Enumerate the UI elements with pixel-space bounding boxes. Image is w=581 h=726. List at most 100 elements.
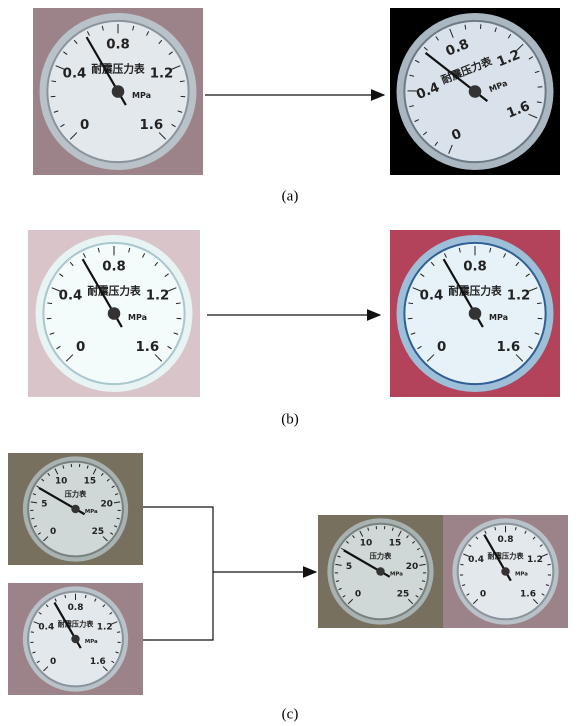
dial-tick (32, 493, 37, 496)
dial-tick (475, 536, 479, 540)
dial-tick (407, 598, 414, 605)
dial-number: 5 (41, 500, 47, 510)
dial-tick (32, 651, 36, 654)
dial-tick (534, 332, 540, 335)
dial-tick (412, 540, 416, 544)
dial-tick (449, 28, 454, 38)
dial-tick (30, 501, 38, 504)
dial-tick (534, 70, 540, 74)
dial-tick (63, 51, 68, 55)
dial-tick (528, 56, 534, 60)
needle-hub (71, 634, 80, 644)
dial-number: 0.8 (106, 37, 130, 52)
dial-tick (158, 39, 163, 45)
dial-number: 5 (346, 562, 352, 572)
dial-tick (102, 604, 106, 608)
dial-tick (367, 527, 370, 531)
gauge-photo: 0 5 10 15 20 25 压力表 MPa (8, 453, 143, 565)
dial-tick (69, 261, 74, 267)
dial-tick (409, 105, 414, 108)
dial-tick (412, 287, 422, 292)
dial-tick (54, 598, 57, 602)
dial-tick (545, 584, 550, 587)
dial-number: 0.8 (498, 535, 514, 545)
dial-tick (541, 593, 545, 596)
dial-tick (408, 302, 414, 305)
dial-tick (434, 141, 439, 147)
panel-label: (b) (281, 411, 299, 427)
gauge-title: 压力表 (65, 489, 87, 498)
dial-tick (113, 525, 118, 528)
dial-tick (111, 660, 115, 664)
gauge-title: 压力表 (370, 552, 392, 561)
dial-tick (525, 273, 530, 277)
needle-hub (71, 504, 80, 514)
dial-number: 0.4 (420, 288, 444, 303)
dial-tick (114, 493, 119, 496)
dial-tick (36, 485, 40, 488)
dial-tick (464, 24, 467, 30)
dial-number: 1.2 (150, 66, 174, 81)
dial-number: 20 (406, 562, 419, 572)
dial-tick (47, 472, 51, 477)
dial-number: 0.8 (463, 259, 487, 274)
dial-tick (109, 611, 113, 615)
dial-number: 15 (389, 539, 402, 549)
dial-tick (47, 302, 53, 305)
needle-hub (468, 307, 482, 320)
dial-tick (352, 535, 355, 539)
dial-tick (177, 110, 183, 113)
dial-tick (532, 598, 539, 605)
dial-number: 0.8 (68, 603, 84, 613)
dial-tick (489, 247, 492, 253)
dial-tick (65, 354, 74, 362)
dial-tick (100, 472, 104, 477)
dial-tick (507, 33, 512, 39)
dial-tick (494, 526, 497, 531)
dial-tick (503, 253, 507, 258)
dial-tick (41, 478, 45, 482)
dial-tick (38, 611, 42, 615)
dial-number: 1.2 (146, 288, 170, 303)
dial-tick (171, 65, 181, 70)
dial-tick (415, 594, 419, 598)
dial-tick (33, 621, 40, 625)
gauge-unit: MPa (85, 509, 98, 515)
dial-number: 10 (55, 476, 67, 486)
dial-tick (416, 547, 421, 551)
dial-tick (406, 535, 409, 539)
dial-number: 1.6 (90, 657, 106, 667)
dial-number: 0 (437, 340, 446, 355)
dial-tick (82, 253, 86, 258)
dial-tick (443, 253, 447, 258)
dial-tick (494, 27, 497, 33)
dial-tick (94, 598, 97, 602)
dial-tick (60, 123, 65, 128)
dial-tick (102, 536, 108, 542)
dial-tick (49, 332, 55, 335)
gauge: 0 5 10 15 20 25 压力表 MPa (22, 456, 129, 562)
needle-hub (376, 567, 385, 576)
dial-tick (179, 80, 185, 83)
panel-label: (a) (282, 188, 299, 204)
dial-tick (532, 536, 536, 540)
dial-tick (516, 43, 524, 52)
gauge-title: 耐震压力表 (487, 552, 524, 561)
dial-tick (463, 553, 470, 557)
needle-hub (107, 307, 121, 320)
gauge: 0 5 10 15 20 25 压力表 MPa (327, 518, 434, 625)
dial-tick (479, 24, 482, 29)
dial-tick (359, 530, 364, 537)
dial-tick (397, 530, 402, 537)
panel-label: (c) (282, 706, 299, 722)
dial-tick (448, 144, 453, 154)
dial-tick (340, 547, 345, 551)
